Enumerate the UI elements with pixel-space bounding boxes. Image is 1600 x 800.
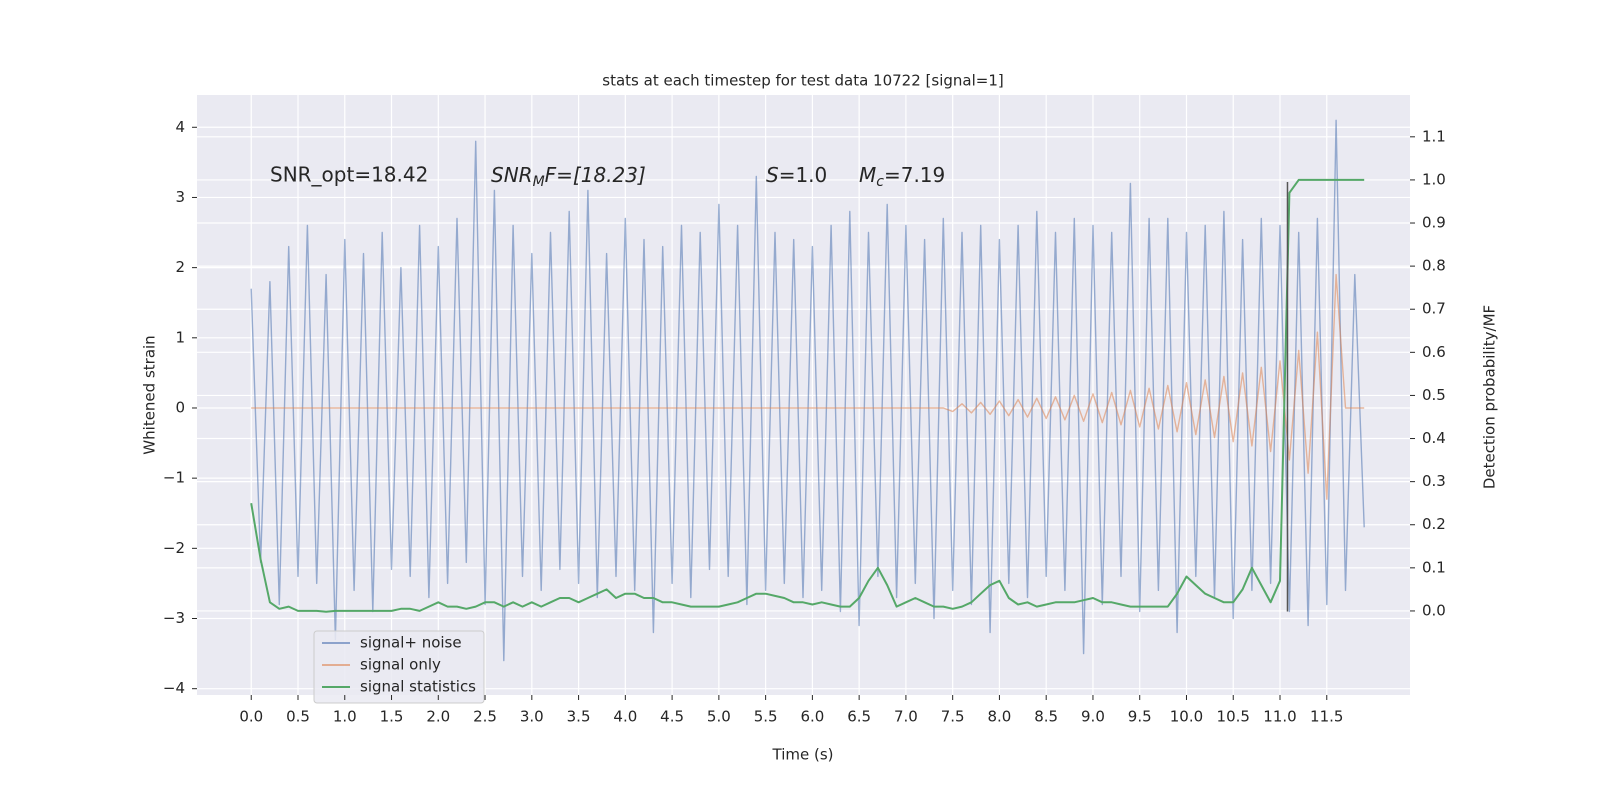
x-tick-label: 2.0 <box>426 708 450 726</box>
series-line <box>251 273 1365 500</box>
x-tick-label: 0.0 <box>239 708 263 726</box>
x-tick-label: 8.0 <box>988 708 1012 726</box>
x-tick-label: 10.5 <box>1217 708 1250 726</box>
annotation-part: SNR <box>491 163 533 187</box>
annotation: SNR_opt=18.42 <box>270 163 428 187</box>
legend-label: signal only <box>360 656 441 674</box>
y2-tick-label: 0.4 <box>1422 429 1446 447</box>
x-tick-label: 3.0 <box>520 708 544 726</box>
x-tick-label: 0.5 <box>286 708 310 726</box>
series-line <box>250 119 1365 662</box>
marks <box>250 119 1365 662</box>
x-axis-label: Time (s) <box>772 746 834 764</box>
y-tick-label: 0 <box>175 398 185 416</box>
x-tick-label: 11.0 <box>1263 708 1296 726</box>
x-tick-label: 6.0 <box>800 708 824 726</box>
y2-tick-label: 0.7 <box>1422 300 1446 318</box>
annotation-part: M <box>859 163 876 187</box>
annotation-sub: c <box>876 174 884 190</box>
annotation: Mc=7.19 <box>859 163 945 191</box>
y2-tick-label: 0.5 <box>1422 386 1446 404</box>
y2-axis-label: Detection probability/MF <box>1481 305 1499 489</box>
series-line <box>250 178 1365 613</box>
annotation-part: =7.19 <box>884 163 945 187</box>
y-tick-label: −4 <box>163 679 185 697</box>
x-tick-label: 3.5 <box>567 708 591 726</box>
x-tick-label: 1.5 <box>380 708 404 726</box>
y-tick-label: 4 <box>175 118 185 136</box>
x-tick-label: 9.0 <box>1081 708 1105 726</box>
y-tick-label: −2 <box>163 539 185 557</box>
y2-tick-label: 0.9 <box>1422 214 1446 232</box>
y2-tick-label: 1.1 <box>1422 127 1446 145</box>
x-tick-label: 5.5 <box>754 708 778 726</box>
y2-tick-label: 0.6 <box>1422 343 1446 361</box>
x-tick-label: 4.5 <box>660 708 684 726</box>
x-tick-label: 10.0 <box>1170 708 1203 726</box>
x-tick-label: 7.5 <box>941 708 965 726</box>
annotation-part: =1.0 <box>779 163 828 187</box>
y-tick-label: 3 <box>175 188 185 206</box>
y-tick-label: −1 <box>163 469 185 487</box>
y2-tick-label: 0.0 <box>1422 601 1446 619</box>
chart-title: stats at each timestep for test data 107… <box>602 72 1003 90</box>
x-tick-label: 6.5 <box>847 708 871 726</box>
annotation-part: S <box>766 163 779 187</box>
legend: signal+ noise signal only signal statistic… <box>313 630 485 704</box>
x-tick-label: 8.5 <box>1034 708 1058 726</box>
y-tick-label: 1 <box>175 328 185 346</box>
annotation: SNRMF=[18.23] <box>491 163 646 191</box>
annotation: S=1.0 <box>766 163 827 187</box>
y2-tick-label: 0.1 <box>1422 558 1446 576</box>
x-tick-label: 4.0 <box>613 708 637 726</box>
y2-tick-label: 0.3 <box>1422 472 1446 490</box>
x-tick-label: 11.5 <box>1310 708 1343 726</box>
legend-label: signal+ noise <box>360 634 462 652</box>
x-tick-label: 9.5 <box>1128 708 1152 726</box>
y-tick-label: 2 <box>175 258 185 276</box>
y2-tick-label: 0.2 <box>1422 515 1446 533</box>
x-tick-label: 5.0 <box>707 708 731 726</box>
annotation-part: F=[18.23] <box>545 163 646 187</box>
x-tick-label: 7.0 <box>894 708 918 726</box>
y2-tick-label: 0.8 <box>1422 257 1446 275</box>
y-axis-label: Whitened strain <box>141 335 159 454</box>
legend-label: signal statistics <box>360 678 476 696</box>
y2-tick-label: 1.0 <box>1422 170 1446 188</box>
x-tick-label: 1.0 <box>333 708 357 726</box>
annotation-sub: M <box>533 174 545 190</box>
x-tick-label: 2.5 <box>473 708 497 726</box>
y-tick-label: −3 <box>163 609 185 627</box>
legend-box <box>313 630 485 704</box>
